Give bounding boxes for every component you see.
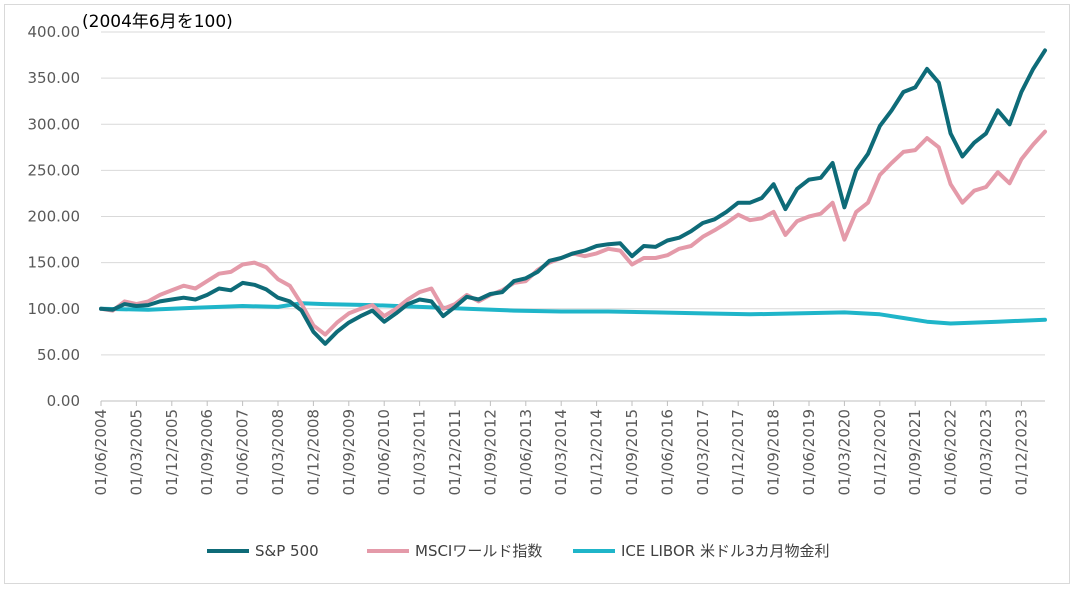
x-tick-label: 01/06/2022 (942, 409, 960, 495)
x-tick-label: 01/03/2008 (269, 409, 287, 495)
legend-label: MSCIワールド指数 (415, 542, 542, 560)
x-tick-label: 01/09/2018 (765, 409, 783, 495)
y-axis: 0.00 50.00 100.00 150.00 200.00 250.00 300.00 3… (28, 23, 1045, 410)
legend: S&P 500 MSCIワールド指数 ICE LIBOR 米ドル3カ月物金利 (207, 542, 830, 560)
y-tick-label: 300.00 (28, 115, 81, 133)
x-axis: 01/06/2004 01/03/2005 01/12/2005 01/09/2006… (92, 401, 1030, 495)
x-tick-label: 01/06/2016 (658, 409, 676, 495)
series-line (99, 301, 1047, 326)
x-tick-label: 01/03/2014 (552, 409, 570, 495)
x-tick-label: 01/12/2020 (871, 409, 889, 495)
x-tick-label: 01/06/2010 (375, 409, 393, 495)
x-tick-label: 01/12/2005 (163, 409, 181, 495)
x-tick-label: 01/09/2012 (481, 409, 499, 495)
y-tick-label: 100.00 (28, 300, 81, 318)
chart-frame (4, 4, 1070, 584)
x-tick-label: 01/09/2009 (340, 409, 358, 495)
y-tick-label: 50.00 (37, 346, 80, 364)
legend-label: ICE LIBOR 米ドル3カ月物金利 (621, 542, 830, 560)
y-tick-label: 0.00 (47, 392, 80, 410)
x-tick-label: 01/12/2011 (446, 409, 464, 495)
x-tick-label: 01/12/2017 (729, 409, 747, 495)
x-tick-label: 01/03/2005 (127, 409, 145, 495)
chart-title: (2004年6月を100) (82, 12, 233, 32)
y-tick-label: 150.00 (28, 254, 81, 272)
legend-label: S&P 500 (255, 542, 319, 560)
x-tick-label: 01/12/2014 (588, 409, 606, 495)
x-tick-label: 01/03/2017 (694, 409, 712, 495)
x-tick-label: 01/12/2023 (1012, 409, 1030, 495)
series-line (99, 48, 1047, 346)
y-tick-label: 400.00 (28, 23, 81, 41)
x-tick-label: 01/06/2004 (92, 409, 110, 495)
y-tick-label: 350.00 (28, 69, 81, 87)
x-tick-label: 01/06/2007 (234, 409, 252, 495)
x-tick-label: 01/12/2008 (304, 409, 322, 495)
x-tick-label: 01/06/2013 (517, 409, 535, 495)
x-tick-label: 01/03/2011 (411, 409, 429, 495)
grid-lines (101, 31, 1045, 356)
x-tick-label: 01/03/2023 (977, 409, 995, 495)
x-tick-label: 01/06/2019 (800, 409, 818, 495)
y-tick-label: 200.00 (28, 208, 81, 226)
series-lines (99, 48, 1047, 346)
x-tick-label: 01/09/2006 (198, 409, 216, 495)
x-tick-label: 01/09/2015 (623, 409, 641, 495)
x-tick-label: 01/03/2020 (835, 409, 853, 495)
y-tick-label: 250.00 (28, 161, 81, 179)
x-tick-label: 01/09/2021 (906, 409, 924, 495)
